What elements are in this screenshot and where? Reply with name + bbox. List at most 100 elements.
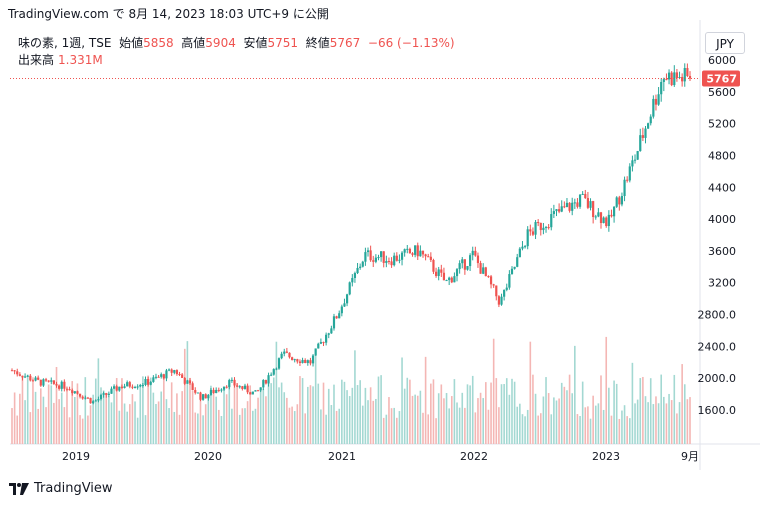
volume-bar <box>333 384 335 444</box>
volume-bar <box>252 410 254 444</box>
volume-bar <box>414 394 416 444</box>
volume-bar <box>265 396 267 444</box>
volume-bar <box>218 409 220 444</box>
volume-bar <box>139 386 142 444</box>
volume-bar <box>356 385 359 444</box>
volume-bar <box>372 400 375 444</box>
candle-body <box>52 380 55 384</box>
candle-body <box>500 296 503 305</box>
candle-body <box>529 229 532 232</box>
candle-body <box>71 390 74 394</box>
candle-body <box>115 386 118 391</box>
volume-bar <box>327 388 330 444</box>
candle-body <box>89 397 92 404</box>
candle-body <box>369 250 372 261</box>
volume-bar <box>519 403 521 444</box>
volume-bar <box>299 376 301 444</box>
candle-body <box>330 328 333 334</box>
candle-body <box>476 255 480 264</box>
candle-body <box>181 374 184 378</box>
x-tick-label: 2020 <box>194 450 222 463</box>
volume-bar <box>84 377 87 444</box>
y-tick-label: 1600.0 <box>698 404 737 417</box>
candle-body <box>285 351 288 353</box>
volume-bar <box>490 382 492 444</box>
candle-body <box>65 388 69 390</box>
candle-body <box>458 263 461 270</box>
candle-body <box>670 72 673 86</box>
volume-bar <box>113 388 115 444</box>
volume-bar <box>317 383 320 444</box>
candle-body <box>243 385 247 389</box>
candle-body <box>555 209 558 212</box>
candle-body <box>241 386 244 389</box>
candle-body <box>479 263 482 274</box>
volume-bar <box>440 384 443 444</box>
volume-bar <box>178 414 181 444</box>
volume-bar <box>469 385 471 444</box>
y-tick-label: 3200 <box>708 277 736 290</box>
volume-bar <box>121 378 123 444</box>
candle-body <box>573 202 576 204</box>
candle-body <box>317 343 320 349</box>
volume-bar <box>275 341 278 444</box>
candle-body <box>102 393 105 395</box>
candle-body <box>474 250 477 256</box>
candle-body <box>186 380 189 384</box>
currency-button[interactable]: JPY <box>705 32 745 54</box>
candle-body <box>157 376 160 378</box>
volume-bar <box>314 350 317 444</box>
candle-body <box>162 374 165 379</box>
volume-bar <box>189 377 191 444</box>
candle-body <box>230 379 233 381</box>
candle-body <box>23 376 27 378</box>
volume-bar <box>330 405 333 444</box>
volume-bar <box>249 385 252 444</box>
volume-bar <box>68 417 71 444</box>
volume-bar <box>602 409 605 444</box>
candle-body <box>393 255 396 266</box>
candle-body <box>212 389 215 394</box>
candle-body <box>505 287 508 290</box>
volume-bar <box>615 383 618 444</box>
volume-bar <box>424 356 427 444</box>
candle-body <box>136 386 139 388</box>
candle-body <box>262 380 265 388</box>
candle-body <box>359 266 362 268</box>
volume-bar <box>204 404 207 444</box>
volume-bar <box>163 377 165 444</box>
candle-body <box>612 206 616 217</box>
volume-bar <box>443 398 445 444</box>
candle-body <box>353 273 357 278</box>
candle-body <box>578 194 582 207</box>
volume-bar <box>293 411 296 444</box>
volume-bar <box>170 382 173 444</box>
volume-bar <box>102 390 105 444</box>
tradingview-logo[interactable]: TradingView <box>8 481 113 496</box>
candle-body <box>518 248 521 258</box>
candle-body <box>201 394 205 400</box>
candle-body <box>374 257 377 262</box>
volume-bar <box>361 405 364 444</box>
volume-bar <box>647 402 649 444</box>
volume-bar <box>532 374 534 444</box>
volume-bar <box>534 393 537 444</box>
candle-body <box>662 79 665 82</box>
candle-body <box>421 250 425 255</box>
candle-body <box>382 251 385 263</box>
volume-bar <box>600 375 602 444</box>
volume-bar <box>555 400 558 444</box>
volume-bar <box>100 387 102 444</box>
candle-body <box>16 371 19 375</box>
volume-bar <box>346 390 348 444</box>
candle-body <box>37 377 40 380</box>
candle-body <box>199 392 202 400</box>
volume-bar <box>644 396 647 444</box>
volume-bar <box>29 412 32 444</box>
candle-body <box>639 135 642 152</box>
candle-body <box>204 394 207 399</box>
candle-body <box>400 252 404 260</box>
volume-bar <box>477 398 479 444</box>
open-label: 始値 <box>119 36 144 50</box>
